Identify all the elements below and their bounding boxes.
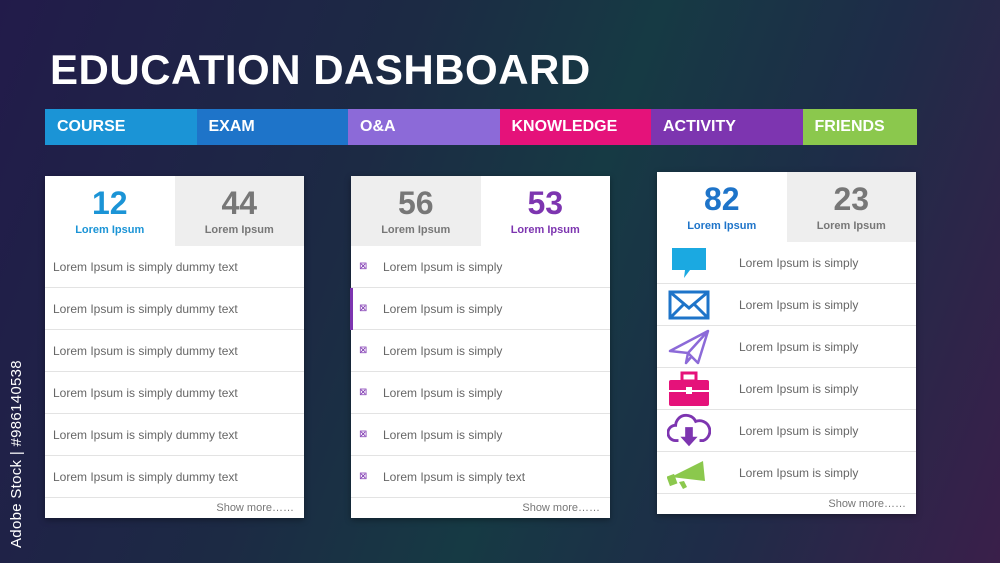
show-more-link[interactable]: Show more…… (522, 502, 600, 514)
bullet-icon: ⊠ (359, 345, 368, 356)
paper-plane-icon (667, 329, 711, 365)
bullet-icon: ⊠ (359, 429, 368, 440)
cloud-download-icon (667, 413, 711, 449)
stat-label: Lorem Ipsum (381, 224, 451, 236)
friends-card: 82 Lorem Ipsum 23 Lorem Ipsum Lorem Ipsu… (657, 172, 916, 514)
tab-course[interactable]: COURSE (45, 109, 197, 145)
list-item-text: Lorem Ipsum is simply dummy text (53, 469, 238, 484)
list-item[interactable]: Lorem Ipsum is simply (657, 242, 916, 284)
tab-knowledge[interactable]: KNOWLEDGE (499, 109, 651, 145)
page-title: EDUCATION DASHBOARD (50, 46, 591, 93)
side-credit: Adobe Stock | #986140538 (8, 360, 25, 548)
list-item-selected[interactable]: ⊠ Lorem Ipsum is simply (350, 288, 610, 330)
list-item[interactable]: Lorem Ipsum is simply (657, 452, 916, 494)
list-item[interactable]: Lorem Ipsum is simply (657, 410, 916, 452)
list-item-text: Lorem Ipsum is simply (383, 385, 503, 400)
list-item-text: Lorem Ipsum is simply dummy text (53, 343, 238, 358)
list-item[interactable]: Lorem Ipsum is simply dummy text (45, 288, 304, 330)
list-item[interactable]: Lorem Ipsum is simply dummy text (45, 372, 304, 414)
list-item-text: Lorem Ipsum is simply (383, 301, 503, 316)
list-item[interactable]: ⊠ Lorem Ipsum is simply (351, 414, 610, 456)
list-item-text: Lorem Ipsum is simply (739, 381, 859, 396)
list-item[interactable]: Lorem Ipsum is simply (657, 326, 916, 368)
list-item[interactable]: Lorem Ipsum is simply dummy text (45, 246, 304, 288)
card-stats: 82 Lorem Ipsum 23 Lorem Ipsum (657, 172, 916, 242)
show-more-link[interactable]: Show more…… (828, 498, 906, 510)
list-item[interactable]: Lorem Ipsum is simply (657, 284, 916, 326)
list-item-text: Lorem Ipsum is simply dummy text (53, 259, 238, 274)
tab-bar: COURSE EXAM O&A KNOWLEDGE ACTIVITY FRIEN… (45, 109, 917, 145)
envelope-icon (667, 287, 711, 323)
stat-label: Lorem Ipsum (204, 224, 274, 236)
list-item-text: Lorem Ipsum is simply (739, 255, 859, 270)
list-item-text: Lorem Ipsum is simply (739, 423, 859, 438)
stat-tab-secondary[interactable]: 23 Lorem Ipsum (786, 172, 916, 242)
list-item[interactable]: ⊠ Lorem Ipsum is simply text (351, 456, 610, 498)
list-item-text: Lorem Ipsum is simply text (383, 469, 526, 484)
list-item-text: Lorem Ipsum is simply (739, 465, 859, 480)
list-item[interactable]: Lorem Ipsum is simply dummy text (45, 414, 304, 456)
list-item-text: Lorem Ipsum is simply (739, 339, 859, 354)
list-item-text: Lorem Ipsum is simply dummy text (53, 385, 238, 400)
megaphone-icon (667, 455, 711, 491)
list-item-text: Lorem Ipsum is simply (383, 259, 503, 274)
oa-card: 56 Lorem Ipsum 53 Lorem Ipsum ⊠ Lorem Ips… (350, 176, 610, 518)
stat-label: Lorem Ipsum (510, 224, 580, 236)
bullet-icon: ⊠ (359, 471, 368, 482)
list-item-text: Lorem Ipsum is simply (739, 297, 859, 312)
stat-label: Lorem Ipsum (687, 220, 757, 232)
bullet-icon: ⊠ (359, 261, 368, 272)
stat-tab-secondary[interactable]: 53 Lorem Ipsum (481, 176, 611, 246)
stat-tab-primary[interactable]: 12 Lorem Ipsum (45, 176, 175, 246)
stat-label: Lorem Ipsum (816, 220, 886, 232)
stat-tab-primary[interactable]: 82 Lorem Ipsum (657, 172, 787, 242)
list-item[interactable]: Lorem Ipsum is simply dummy text (45, 330, 304, 372)
list-item[interactable]: ⊠ Lorem Ipsum is simply (351, 330, 610, 372)
card-stats: 12 Lorem Ipsum 44 Lorem Ipsum (45, 176, 304, 246)
tab-friends[interactable]: FRIENDS (802, 109, 917, 145)
list-item[interactable]: ⊠ Lorem Ipsum is simply (351, 246, 610, 288)
briefcase-icon (667, 371, 711, 407)
bullet-icon: ⊠ (359, 303, 368, 314)
list-item-text: Lorem Ipsum is simply dummy text (53, 427, 238, 442)
stat-value: 12 (91, 185, 128, 221)
stat-value: 82 (703, 181, 740, 217)
show-more-link[interactable]: Show more…… (216, 502, 294, 514)
course-card: 12 Lorem Ipsum 44 Lorem Ipsum Lorem Ipsu… (45, 176, 304, 518)
list-item-text: Lorem Ipsum is simply dummy text (53, 301, 238, 316)
list-item-text: Lorem Ipsum is simply (383, 427, 503, 442)
stat-tab-secondary[interactable]: 44 Lorem Ipsum (174, 176, 304, 246)
stat-value: 23 (833, 181, 870, 217)
stat-value: 44 (221, 185, 258, 221)
tab-exam[interactable]: EXAM (196, 109, 348, 145)
list-item[interactable]: Lorem Ipsum is simply (657, 368, 916, 410)
tab-activity[interactable]: ACTIVITY (651, 109, 803, 145)
list-item[interactable]: ⊠ Lorem Ipsum is simply (351, 372, 610, 414)
stat-value: 53 (527, 185, 564, 221)
stat-value: 56 (397, 185, 434, 221)
card-stats: 56 Lorem Ipsum 53 Lorem Ipsum (351, 176, 610, 246)
bullet-icon: ⊠ (359, 387, 368, 398)
stat-tab-primary[interactable]: 56 Lorem Ipsum (351, 176, 481, 246)
stat-label: Lorem Ipsum (75, 224, 145, 236)
list-item-text: Lorem Ipsum is simply (383, 343, 503, 358)
list-item[interactable]: Lorem Ipsum is simply dummy text (45, 456, 304, 498)
chat-bubble-icon (667, 245, 711, 281)
tab-oa[interactable]: O&A (348, 109, 500, 145)
